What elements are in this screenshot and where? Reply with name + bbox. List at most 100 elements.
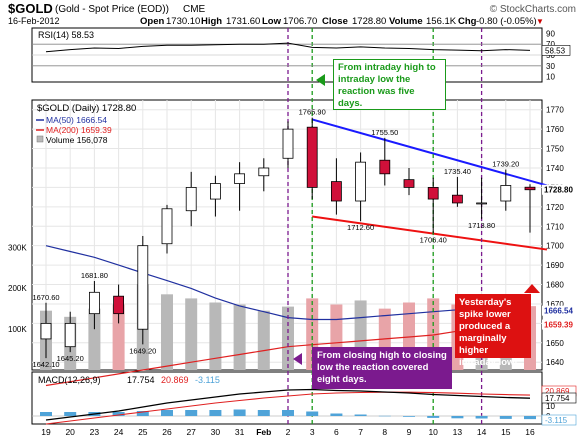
macd-legend-hist: -3.115 <box>195 375 220 385</box>
x-axis-label: 26 <box>162 427 172 437</box>
price-tick-label: 1680 <box>546 281 564 290</box>
candle-body-down <box>379 159 391 175</box>
macd-histogram-bar <box>185 410 198 416</box>
rsi-legend: RSI(14) 58.53 <box>38 30 94 40</box>
candle-body-up <box>258 167 270 177</box>
close-value-tag: 1728.80 <box>544 186 573 195</box>
macd-histogram-bar <box>427 416 440 418</box>
header-name: (Gold - Spot Price (EOD)) <box>55 4 169 15</box>
x-axis-label: 24 <box>114 427 124 437</box>
header-close-value: 1728.80 <box>352 16 386 27</box>
macd-histogram-bar <box>257 410 270 416</box>
macd-histogram-bar <box>524 416 536 420</box>
ma50-value-tag-bg <box>542 305 576 316</box>
candle-body-up <box>209 183 221 200</box>
x-axis-label: 30 <box>211 427 221 437</box>
header-exchange: CME <box>183 4 206 15</box>
macd-legend-macd: 17.754 <box>127 375 155 385</box>
red-arrow-icon <box>524 284 540 293</box>
candle-body-up <box>355 161 367 202</box>
candle-body-up <box>476 202 488 205</box>
price-data-label: 1649.20 <box>129 346 156 355</box>
price-data-label: 1712.60 <box>347 223 374 232</box>
price-legend-title: $GOLD (Daily) 1728.80 <box>37 103 136 114</box>
macd-histogram-bar <box>451 416 464 419</box>
price-data-label: 1713.80 <box>468 221 495 230</box>
candle-body-down <box>330 181 342 202</box>
header-symbol: $GOLD <box>8 1 53 16</box>
x-axis-label: 9 <box>407 427 412 437</box>
candle-body-up <box>185 187 197 212</box>
volume-bar <box>209 302 222 370</box>
x-axis-label: 2 <box>286 427 291 437</box>
candle-body-up <box>282 128 294 159</box>
macd-hist-tag: -3.115 <box>545 416 568 425</box>
volume-tick-label: 300K <box>8 243 27 252</box>
macd-histogram-bar <box>475 416 488 419</box>
candle-body-down <box>306 126 318 188</box>
macd-value-tag: 17.754 <box>545 394 570 403</box>
resistance-trendline <box>311 118 548 187</box>
ma200-legend: MA(200) 1659.39 <box>46 125 112 135</box>
macd-histogram-bar <box>378 415 391 417</box>
macd-histogram-bar <box>209 410 222 416</box>
purple-arrow-icon <box>293 353 302 365</box>
green-arrow-icon <box>316 74 325 86</box>
macd-histogram-bar <box>499 416 512 419</box>
closing-annotation-box: From closing high to closing low the rea… <box>312 347 452 389</box>
price-tick-label: 1770 <box>546 106 564 115</box>
candle-body-up <box>89 291 100 315</box>
candle-body-up <box>500 185 512 202</box>
volume-legend: Volume 156,078 <box>46 135 108 145</box>
macd-histogram-bar <box>233 409 246 416</box>
candle-body-down <box>524 186 536 191</box>
spike-annotation-text: Yesterday's spike lower produced a margi… <box>459 297 518 368</box>
price-data-label: 1735.40 <box>444 167 471 176</box>
header-chg-value: -0.80 (-0.05%) <box>476 16 537 27</box>
candle-body-up <box>137 245 149 330</box>
header-volume-value: 156.1K <box>426 16 457 27</box>
rsi-tick-label: 30 <box>546 62 555 71</box>
ma50-value-tag: 1666.54 <box>544 307 573 316</box>
x-axis-label: 31 <box>235 427 245 437</box>
volume-tick-label: 200K <box>8 284 27 293</box>
macd-signal-line <box>45 391 531 425</box>
close-value-tag-bg <box>542 184 576 195</box>
x-axis-label: 10 <box>428 427 438 437</box>
price-tick-label: 1690 <box>546 261 564 270</box>
closing-annotation-text: From closing high to closing low the rea… <box>317 350 447 385</box>
header-volume-label: Volume <box>389 16 423 27</box>
header-open-label: Open <box>140 16 164 27</box>
header-date: 16-Feb-2012 <box>8 16 60 26</box>
price-tick-label: 1670 <box>546 300 564 309</box>
candle-body-down <box>427 187 439 200</box>
volume-bar <box>161 294 173 370</box>
x-axis-label: 14 <box>477 427 487 437</box>
macd-histogram-bar <box>40 412 52 416</box>
price-tick-label: 1650 <box>546 339 564 348</box>
price-data-label: 1642.10 <box>32 360 59 369</box>
x-axis-label: 20 <box>65 427 75 437</box>
x-axis-label: 8 <box>382 427 387 437</box>
volume-bar <box>257 310 270 370</box>
price-tick-label: 1700 <box>546 242 564 251</box>
volume-bar <box>88 308 101 370</box>
rsi-tick-label: 90 <box>546 29 555 38</box>
volume-bar <box>233 304 246 370</box>
rsi-line <box>45 42 531 53</box>
header-close-label: Close <box>322 16 348 27</box>
x-axis-label: 25 <box>138 427 148 437</box>
header-low-value: 1706.70 <box>283 16 317 27</box>
volume-bar <box>112 304 125 370</box>
price-tick-label: 1750 <box>546 145 564 154</box>
candle-body-down <box>113 295 124 315</box>
rsi-legend-bg <box>34 29 98 40</box>
x-axis-label: 13 <box>453 427 463 437</box>
macd-histogram-bar <box>64 412 77 416</box>
macd-line <box>45 388 531 421</box>
macd-histogram-bar <box>161 410 173 416</box>
candle-body-up <box>161 208 173 245</box>
macd-signal-tag: 20.869 <box>545 387 570 396</box>
macd-legend-prefix: MACD(12,26,9) <box>38 375 101 385</box>
